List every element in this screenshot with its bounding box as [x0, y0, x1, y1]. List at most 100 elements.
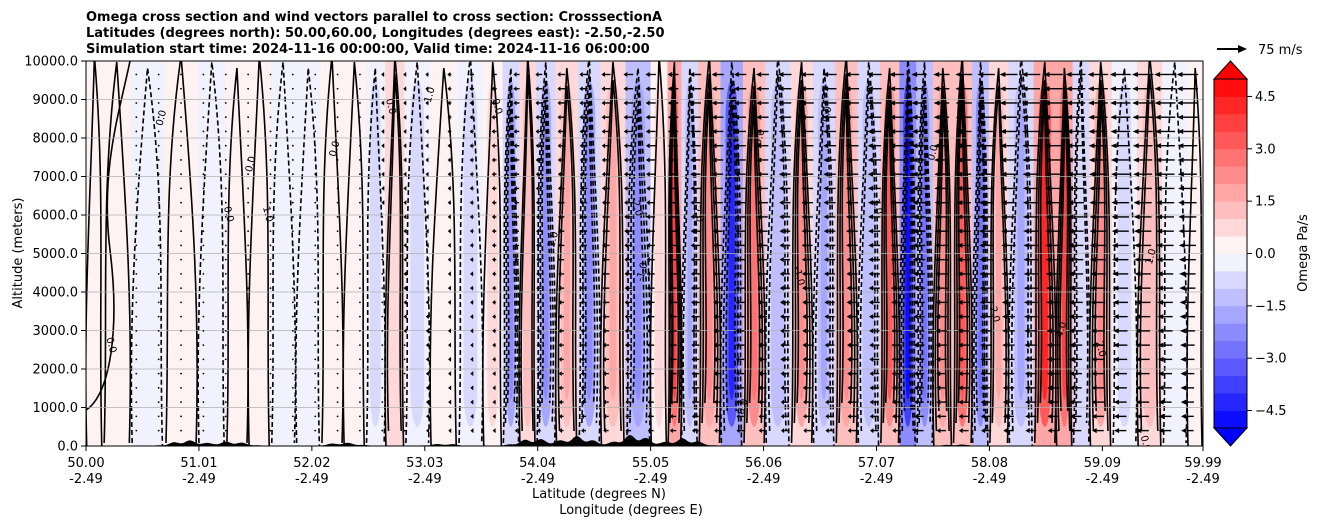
wind-vector-head	[802, 385, 807, 391]
wind-vector-head	[889, 100, 896, 106]
wind-vector	[624, 328, 632, 334]
wind-vector	[247, 173, 250, 176]
wind-vector-head	[690, 228, 695, 234]
wind-vector-head	[558, 385, 562, 391]
wind-vector	[470, 428, 474, 434]
wind-vector-head	[447, 271, 451, 277]
wind-vector	[1157, 314, 1173, 320]
wind-vector-head	[891, 399, 896, 405]
wind-vector	[492, 371, 496, 377]
wind-vector	[691, 299, 700, 305]
wind-vector	[1024, 342, 1038, 348]
wind-vector	[1090, 342, 1105, 348]
wind-vector	[1091, 413, 1104, 419]
wind-vector-head	[823, 185, 829, 191]
wind-vector	[491, 86, 497, 92]
wind-vector	[868, 314, 880, 320]
wind-vector	[779, 299, 790, 305]
wind-vector-head	[403, 228, 407, 234]
wind-vector	[448, 385, 452, 391]
wind-vector-head	[934, 171, 940, 177]
colorbar-tick-label: −3.0	[1255, 352, 1287, 367]
wind-vector-head	[1109, 86, 1116, 92]
wind-vector	[957, 242, 971, 248]
wind-vector	[669, 342, 677, 348]
wind-vector-head	[1155, 200, 1162, 206]
wind-vector-head	[403, 314, 407, 320]
wind-vector-head	[668, 214, 673, 220]
wind-vector	[425, 200, 429, 206]
contour-label: -2.0	[545, 230, 561, 252]
wind-vector-head	[535, 71, 539, 77]
omega-contour	[719, 61, 743, 446]
wind-vector	[135, 173, 138, 176]
omega-contour	[918, 79, 932, 424]
wind-vector-head	[980, 356, 985, 362]
wind-vector	[381, 86, 385, 92]
wind-vector-head	[847, 342, 851, 348]
wind-vector-head	[425, 257, 429, 263]
wind-vector	[780, 314, 790, 320]
wind-vector	[1177, 157, 1198, 163]
wind-vector	[558, 242, 565, 248]
wind-vector	[780, 385, 789, 391]
wind-vector	[955, 128, 972, 134]
wind-vector	[689, 71, 702, 77]
wind-vector	[135, 386, 138, 389]
wind-vector-head	[690, 157, 695, 163]
wind-vector	[824, 271, 835, 277]
wind-vector-head	[869, 342, 874, 348]
wind-vector-head	[958, 342, 963, 348]
wind-vector-head	[1136, 428, 1142, 434]
wind-vector-head	[1066, 114, 1073, 120]
wind-vector	[825, 413, 834, 419]
wind-vector	[425, 314, 429, 320]
wind-vector	[1025, 399, 1037, 405]
wind-vector	[1023, 257, 1039, 263]
wind-vector	[180, 415, 182, 418]
colorbar-segment	[1214, 253, 1247, 272]
wind-vector-head	[381, 128, 385, 134]
wind-vector	[425, 399, 429, 405]
y-tick-label: 3000.0	[33, 324, 79, 339]
wind-vector	[756, 157, 769, 163]
wind-vector	[425, 157, 429, 163]
wind-vector	[224, 401, 227, 404]
wind-vector	[1002, 399, 1014, 405]
wind-vector-head	[978, 185, 985, 191]
quiver-key-label: 75 m/s	[1258, 43, 1303, 58]
wind-vector-head	[689, 71, 695, 77]
wind-vector	[955, 114, 972, 120]
wind-vector-head	[756, 86, 762, 92]
wind-vector-head	[913, 371, 918, 377]
wind-vector-head	[1068, 299, 1075, 305]
wind-vector-head	[492, 413, 496, 419]
wind-vector	[1022, 185, 1039, 191]
wind-vector-head	[757, 242, 762, 248]
wind-vector-head	[425, 314, 429, 320]
wind-vector-head	[691, 385, 695, 391]
wind-vector-head	[491, 214, 495, 220]
wind-vector-head	[447, 257, 451, 263]
wind-vector-head	[602, 200, 606, 206]
wind-vector	[469, 257, 474, 263]
wind-vector	[667, 71, 679, 77]
x-tick-label-longitude: -2.49	[408, 472, 442, 487]
omega-contour	[1039, 97, 1052, 404]
wind-vector-head	[558, 328, 562, 334]
wind-vector-head	[669, 342, 673, 348]
wind-vector	[1157, 328, 1173, 334]
wind-vector	[623, 128, 633, 134]
wind-vector-head	[823, 228, 829, 234]
wind-vector-head	[624, 185, 628, 191]
wind-vector-head	[911, 114, 918, 120]
wind-vector-head	[624, 228, 628, 234]
wind-vectors	[135, 71, 1199, 434]
wind-vector-head	[513, 114, 517, 120]
wind-vector-head	[1135, 371, 1142, 377]
wind-vector	[580, 371, 587, 377]
wind-vector-head	[646, 257, 650, 263]
wind-vector	[846, 285, 858, 291]
wind-vector	[157, 230, 160, 233]
wind-vector-head	[757, 299, 762, 305]
